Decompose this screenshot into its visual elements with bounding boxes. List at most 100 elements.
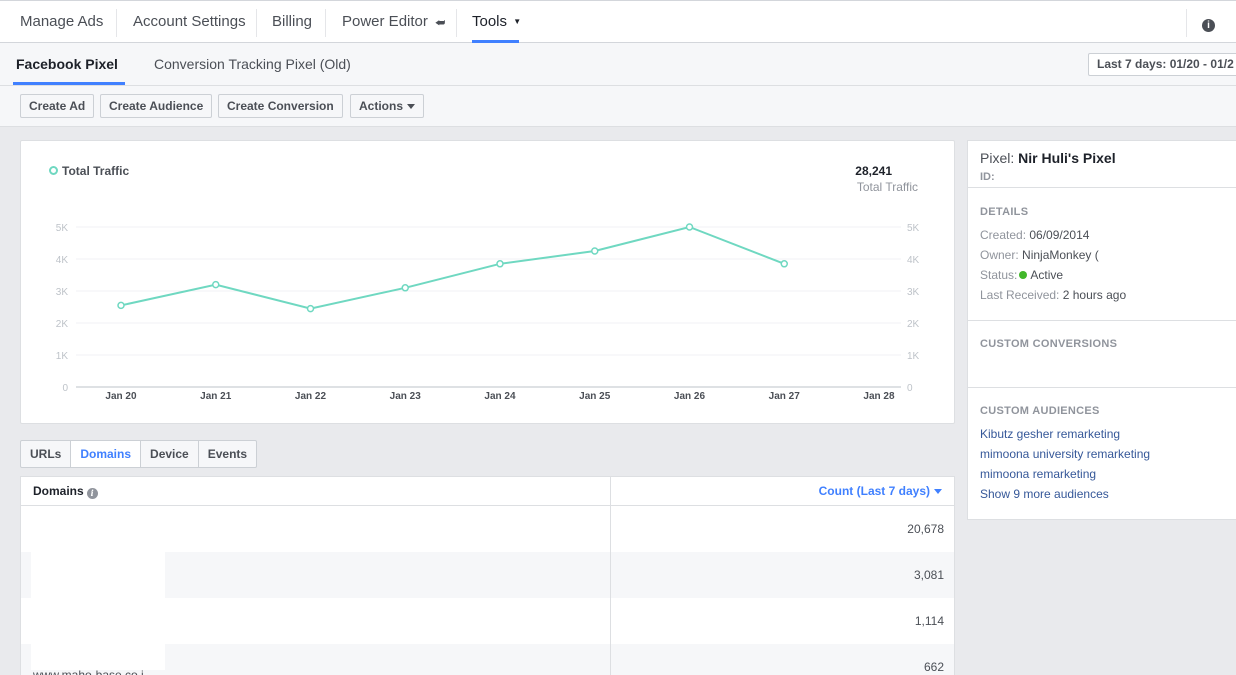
owner-line: Owner: NinjaMonkey ( xyxy=(980,248,1099,262)
y-tick-label-right: 4K xyxy=(907,255,920,266)
nav-divider xyxy=(256,9,257,37)
table-row[interactable]: 3,081 xyxy=(21,552,954,598)
legend-label: Total Traffic xyxy=(62,164,130,178)
y-tick-label-right: 3K xyxy=(907,287,920,298)
legend-marker-icon xyxy=(49,166,58,175)
tab-events[interactable]: Events xyxy=(207,447,248,461)
x-tick-label: Jan 22 xyxy=(295,391,327,402)
status-label: Status: xyxy=(980,268,1018,282)
status-value: Active xyxy=(1030,268,1064,282)
nav-divider xyxy=(456,9,457,37)
tab-conversion-tracking-pixel-old[interactable]: Conversion Tracking Pixel (Old) xyxy=(154,56,351,72)
y-tick-label-right: 1K xyxy=(907,351,920,362)
pixel-title: Pixel: Nir Huli's Pixel xyxy=(980,150,1116,166)
y-tick-label-right: 2K xyxy=(907,319,920,330)
audience-link[interactable]: Kibutz gesher remarketing xyxy=(980,427,1121,441)
create-audience-button[interactable]: Create Audience xyxy=(100,94,213,118)
sort-caret-icon xyxy=(934,489,942,494)
nav-tools-label: Tools xyxy=(472,13,508,30)
y-tick-label-left: 4K xyxy=(56,255,69,266)
status-active-icon xyxy=(1019,271,1028,279)
data-point xyxy=(401,284,409,292)
info-icon[interactable]: i xyxy=(86,488,98,499)
x-tick-label: Jan 24 xyxy=(484,391,516,402)
x-tick-label: Jan 25 xyxy=(579,391,611,402)
series-line xyxy=(120,225,785,310)
audience-link[interactable]: mimoona university remarketing xyxy=(980,447,1151,461)
count-cell: 662 xyxy=(923,660,944,674)
breakdown-tabs: URLs Domains Device Events xyxy=(20,440,258,468)
data-point xyxy=(591,247,599,255)
y-tick-label-right: 0 xyxy=(907,383,913,394)
help-icon: i xyxy=(1202,19,1215,32)
nav-divider xyxy=(116,9,117,37)
nav-account-settings[interactable]: Account Settings xyxy=(133,13,246,30)
nav-billing[interactable]: Billing xyxy=(272,13,313,30)
tab-urls[interactable]: URLs xyxy=(21,441,72,467)
table-header: Domains i Count (Last 7 days) xyxy=(21,477,954,506)
nav-divider xyxy=(1186,9,1187,37)
count-column-header[interactable]: Count (Last 7 days) xyxy=(819,477,942,506)
custom-audiences-heading: CUSTOM AUDIENCES xyxy=(980,405,1100,417)
audience-link[interactable]: mimoona remarketing xyxy=(980,467,1097,481)
custom-audiences-section: CUSTOM AUDIENCES Kibutz gesher remarketi… xyxy=(968,388,1236,520)
external-link-icon: ⮨ xyxy=(435,17,446,29)
total-traffic-value: 28,241 xyxy=(855,164,892,178)
data-point xyxy=(685,223,694,231)
custom-conversions-heading: CUSTOM CONVERSIONS xyxy=(980,338,1118,350)
pixel-details-panel: Pixel: Nir Huli's Pixel ID: DETAILS Crea… xyxy=(967,140,1236,520)
created-line: Created: 06/09/2014 xyxy=(980,228,1089,242)
active-nav-indicator xyxy=(472,40,519,43)
created-label: Created: xyxy=(980,228,1027,242)
count-header-label: Count (Last 7 days) xyxy=(818,484,930,498)
active-tab-indicator xyxy=(13,82,125,85)
y-tick-label-right: 5K xyxy=(907,223,920,234)
data-point xyxy=(117,301,125,310)
y-tick-label-left: 2K xyxy=(56,319,69,330)
table-row[interactable]: www.maho-base.co.i 662 xyxy=(21,644,954,675)
date-range-picker[interactable]: Last 7 days: 01/20 - 01/2 xyxy=(1088,53,1236,76)
created-value: 06/09/2014 xyxy=(1029,228,1090,242)
count-cell: 3,081 xyxy=(913,568,944,582)
pixel-prefix: Pixel: xyxy=(980,150,1015,166)
x-tick-label: Jan 21 xyxy=(200,391,232,402)
help-link[interactable]: iHe xyxy=(1202,1,1236,72)
pixel-header: Pixel: Nir Huli's Pixel ID: xyxy=(968,141,1236,188)
create-ad-button[interactable]: Create Ad xyxy=(20,94,95,118)
pixel-name: Nir Huli's Pixel xyxy=(1018,150,1116,166)
details-heading: DETAILS xyxy=(980,206,1029,218)
actions-dropdown[interactable]: Actions xyxy=(350,94,425,118)
table-row[interactable]: 1,114 xyxy=(21,598,954,644)
nav-tools[interactable]: Tools ▼ xyxy=(456,1,537,43)
actions-label: Actions xyxy=(359,99,404,113)
count-cell: 1,114 xyxy=(914,614,944,628)
top-nav: Manage Ads Account Settings Billing Powe… xyxy=(0,0,1236,72)
tab-facebook-pixel[interactable]: Facebook Pixel xyxy=(16,56,118,72)
traffic-line-chart: 0 0 1K 1K 2K 2K 3K 3K 4K 4K 5K 5K Jan 20 Jan 21 Jan 22… xyxy=(56,223,920,402)
pixel-id-label: ID: xyxy=(980,171,995,183)
last-received-line: Last Received: 2 hours ago xyxy=(980,288,1126,302)
sub-tab-bar: Facebook Pixel Conversion Tracking Pixel… xyxy=(0,43,1236,86)
total-traffic-label: Total Traffic xyxy=(856,180,918,194)
y-tick-label-left: 0 xyxy=(62,383,68,394)
nav-power-editor[interactable]: Power Editor ⮨ xyxy=(326,1,461,43)
show-more-audiences-link[interactable]: Show 9 more audiences xyxy=(980,487,1109,501)
x-tick-label: Jan 27 xyxy=(769,391,801,402)
table-row[interactable]: 20,678 xyxy=(21,506,954,552)
nav-power-editor-label: Power Editor xyxy=(342,13,428,30)
nav-divider xyxy=(325,9,326,37)
chart-legend[interactable]: Total Traffic xyxy=(49,164,129,178)
domain-cell: www.maho-base.co.i xyxy=(33,668,144,675)
count-cell: 20,678 xyxy=(907,522,944,536)
data-point xyxy=(212,280,220,289)
custom-conversions-section: CUSTOM CONVERSIONS xyxy=(968,321,1236,388)
data-point xyxy=(306,304,315,313)
tab-device[interactable]: Device xyxy=(141,441,199,467)
chevron-down-icon: ▼ xyxy=(513,17,522,26)
tab-domains[interactable]: Domains xyxy=(71,441,142,467)
x-tick-label: Jan 20 xyxy=(105,391,137,402)
nav-manage-ads[interactable]: Manage Ads xyxy=(20,13,104,30)
create-conversion-button[interactable]: Create Conversion xyxy=(218,94,343,118)
redacted-area xyxy=(31,644,165,670)
owner-label: Owner: xyxy=(980,248,1019,262)
